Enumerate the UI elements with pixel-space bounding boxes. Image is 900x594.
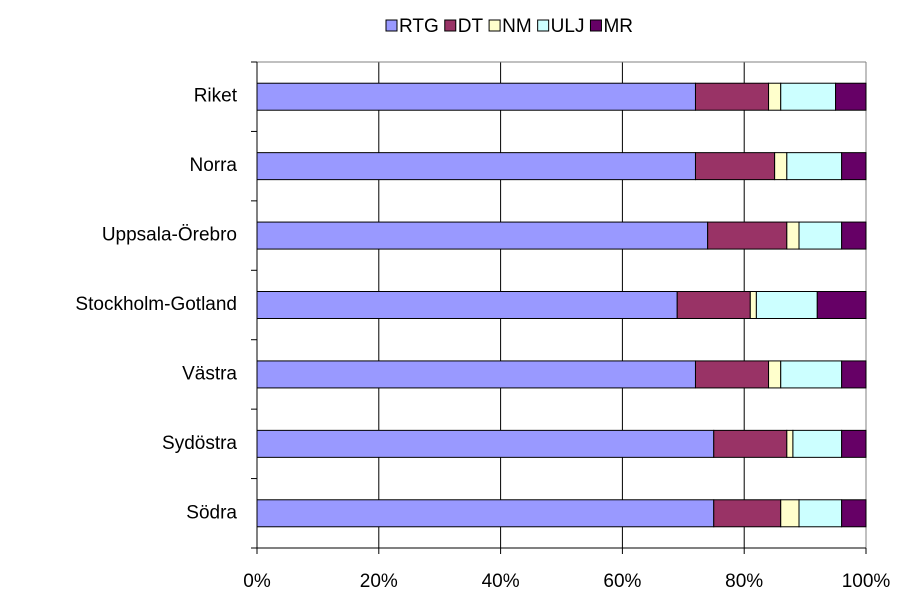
- x-tick-label: 20%: [360, 571, 398, 592]
- bar-segment: [841, 429, 867, 458]
- bar-segment: [774, 152, 788, 181]
- x-tick-label: 40%: [482, 571, 520, 592]
- bar-segment: [768, 360, 782, 389]
- bar-segment: [841, 152, 867, 181]
- legend-label: MR: [603, 16, 633, 37]
- bar-segment: [835, 82, 867, 111]
- bar-segment: [841, 360, 867, 389]
- bar-segment: [676, 291, 751, 319]
- legend-label: NM: [502, 16, 532, 37]
- x-tick-label: 0%: [243, 571, 271, 592]
- bar-segment: [786, 221, 800, 250]
- legend-label: RTG: [399, 16, 439, 37]
- y-tick-label: Södra: [186, 502, 237, 523]
- bar-segment: [755, 291, 818, 319]
- x-tick-label: 60%: [603, 571, 641, 592]
- bar-segment: [749, 291, 757, 319]
- legend-label: ULJ: [551, 16, 585, 37]
- y-tick-label: Stockholm-Gotland: [75, 294, 237, 315]
- legend-swatch: [385, 19, 398, 32]
- bar-segment: [798, 499, 843, 528]
- legend-swatch: [444, 19, 457, 32]
- bar-segment: [768, 82, 782, 111]
- y-tick-label: Norra: [189, 155, 237, 176]
- bar-segment: [256, 152, 696, 181]
- bar-segment: [798, 221, 843, 250]
- bar-segment: [707, 221, 788, 250]
- bar-segment: [780, 499, 800, 528]
- bar-segment: [780, 360, 843, 389]
- bar-segment: [256, 291, 678, 319]
- bar-segment: [841, 221, 867, 250]
- bar-segment: [816, 291, 867, 319]
- bar-segment: [694, 360, 770, 389]
- legend-label: DT: [458, 16, 484, 37]
- y-tick-label: Västra: [182, 363, 237, 384]
- bar-segment: [786, 429, 794, 458]
- bar-segment: [792, 429, 843, 458]
- y-tick-label: Sydöstra: [162, 433, 237, 454]
- bar-segment: [841, 499, 867, 528]
- bar-segment: [713, 429, 788, 458]
- bar-segment: [256, 82, 696, 111]
- bar-segment: [256, 499, 715, 528]
- bar-segment: [256, 221, 709, 250]
- bar-segment: [713, 499, 782, 528]
- bar-segment: [780, 82, 837, 111]
- bar-segment: [256, 429, 715, 458]
- legend-swatch: [589, 19, 602, 32]
- y-tick-label: Uppsala-Örebro: [102, 225, 237, 246]
- x-tick-label: 100%: [842, 571, 891, 592]
- x-tick-label: 80%: [725, 571, 763, 592]
- bar-segment: [786, 152, 843, 181]
- legend-swatch: [537, 19, 550, 32]
- bar-segment: [256, 360, 696, 389]
- legend-swatch: [488, 19, 501, 32]
- bar-segment: [694, 152, 776, 181]
- bar-segment: [694, 82, 770, 111]
- y-tick-label: Riket: [194, 86, 238, 107]
